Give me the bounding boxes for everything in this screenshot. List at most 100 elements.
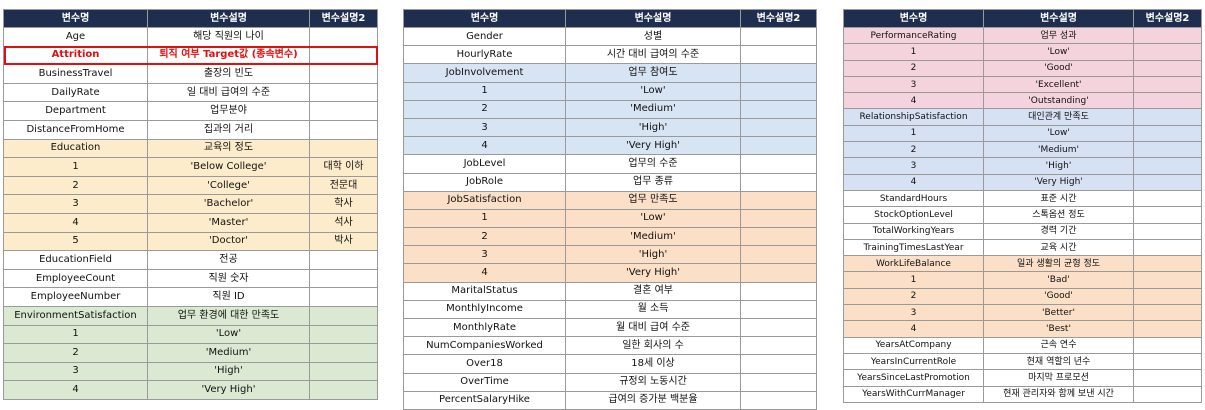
cell-variable-name: MaritalStatus (403, 281, 566, 301)
cell-variable-description: 'Bad' (983, 271, 1134, 289)
cell-variable-description-2 (1133, 352, 1202, 371)
cell-variable-name: 3 (843, 157, 984, 175)
cell-variable-name: 2 (843, 141, 984, 159)
table-row: YearsWithCurrManager 현재 관리자와 함께 보낸 시간 (843, 385, 1202, 403)
table-row: 2 'Good' (843, 287, 1202, 306)
cell-variable-description-2 (740, 227, 817, 247)
cell-variable-description: 경력 기간 (983, 222, 1134, 240)
cell-variable-description: 월 소득 (565, 299, 741, 320)
cell-variable-description: 'Medium' (147, 343, 310, 363)
cell-variable-description: 'Low' (147, 324, 310, 345)
cell-variable-description: 일 대비 급여의 수준 (147, 82, 310, 103)
cell-variable-description: 출장의 빈도 (147, 64, 310, 84)
cell-variable-description-2 (309, 119, 378, 140)
cell-variable-description-2 (740, 81, 817, 101)
cell-variable-description-2 (1133, 108, 1202, 126)
cell-variable-description-2 (309, 250, 378, 270)
cell-variable-description: 'Best' (983, 320, 1134, 338)
cell-variable-description-2 (309, 101, 378, 121)
table-row: 1 'Low' (843, 43, 1202, 61)
cell-variable-description: 'Good' (983, 287, 1134, 306)
cell-variable-description-2 (740, 45, 817, 65)
cell-variable-description-2 (740, 317, 817, 338)
table-row: MaritalStatus 결혼 여부 (403, 281, 817, 301)
cell-variable-description-2: 박사 (309, 231, 378, 252)
cell-variable-description: 'Very High' (565, 263, 741, 283)
cell-variable-description: 18세 이상 (565, 354, 741, 374)
cell-variable-description: 'Low' (983, 124, 1134, 143)
cell-variable-description: 'High' (983, 157, 1134, 175)
cell-variable-description-2 (740, 172, 817, 192)
cell-variable-name: YearsSinceLastPromotion (843, 369, 984, 387)
cell-variable-description: 'Medium' (983, 141, 1134, 159)
table-row: DailyRate 일 대비 급여의 수준 (3, 82, 378, 103)
cell-variable-description-2: 대학 이하 (309, 157, 378, 177)
cell-variable-description-2 (1133, 320, 1202, 338)
cell-variable-name: 5 (3, 231, 148, 252)
cell-variable-name: 4 (403, 263, 566, 283)
cell-variable-name: JobLevel (403, 154, 566, 174)
table-row: YearsInCurrentRole 현재 역할의 년수 (843, 352, 1202, 371)
table-row: StandardHours 표준 시간 (843, 189, 1202, 208)
cell-variable-name: 3 (3, 361, 148, 382)
cell-variable-name: YearsInCurrentRole (843, 352, 984, 371)
cell-variable-description: 교육 시간 (983, 238, 1134, 257)
cell-variable-description-2 (740, 208, 817, 229)
table-row: YearsAtCompany 근속 연수 (843, 336, 1202, 354)
table-row: 3 'Bachelor' 학사 (3, 194, 378, 214)
cell-variable-name: DailyRate (3, 82, 148, 103)
cell-variable-name: 4 (843, 320, 984, 338)
cell-variable-name: 4 (3, 212, 148, 233)
cell-variable-description: 'Low' (565, 208, 741, 229)
table-row: Education 교육의 정도 (3, 138, 378, 159)
table-row: 2 'College' 전문대 (3, 175, 378, 196)
table-row: 2 'Medium' (403, 227, 817, 247)
cell-variable-description: 직원 숫자 (147, 268, 310, 289)
table-row: MonthlyRate 월 대비 급여 수준 (403, 317, 817, 338)
cell-variable-description-2 (1133, 75, 1202, 94)
table-row: BusinessTravel 출장의 빈도 (3, 64, 378, 84)
cell-variable-description: 'Very High' (983, 173, 1134, 191)
cell-variable-description: 'Low' (983, 43, 1134, 61)
cell-variable-description-2 (740, 245, 817, 265)
cell-variable-description-2 (1133, 238, 1202, 257)
cell-variable-name: Over18 (403, 354, 566, 374)
table-row: PercentSalaryHike 급여의 증가분 백분율 (403, 390, 817, 410)
header-variable-description: 변수설명 (147, 9, 310, 28)
cell-variable-name: Department (3, 101, 148, 121)
table-row: JobRole 업무 종류 (403, 172, 817, 192)
cell-variable-description-2 (309, 82, 378, 103)
cell-variable-description: 해당 직원의 나이 (147, 27, 310, 47)
cell-variable-description: 'Medium' (565, 99, 741, 119)
table-row: MonthlyIncome 월 소득 (403, 299, 817, 320)
header-variable-description-2: 변수설명2 (309, 9, 378, 28)
cell-variable-name: 4 (843, 92, 984, 110)
cell-variable-description-2 (1133, 206, 1202, 224)
cell-variable-name: TotalWorkingYears (843, 222, 984, 240)
cell-variable-description: 표준 시간 (983, 189, 1134, 208)
table-row: YearsSinceLastPromotion 마지막 프로모션 (843, 369, 1202, 387)
table-row: Age 해당 직원의 나이 (3, 27, 378, 47)
cell-variable-description-2 (309, 343, 378, 363)
table-row: EmployeeCount 직원 숫자 (3, 268, 378, 289)
cell-variable-description: 시간 대비 급여의 수준 (565, 45, 741, 65)
cell-variable-description: 'Bachelor' (147, 194, 310, 214)
table-row: JobSatisfaction 업무 만족도 (403, 190, 817, 210)
table-row: DistanceFromHome 집과의 거리 (3, 119, 378, 140)
cell-variable-description: 'Excellent' (983, 75, 1134, 94)
table-row: Gender 성별 (403, 26, 817, 47)
table-row: 4 'Very High' (403, 136, 817, 156)
cell-variable-name: StockOptionLevel (843, 206, 984, 224)
table-row: Over18 18세 이상 (403, 354, 817, 374)
cell-variable-description: 월 대비 급여 수준 (565, 317, 741, 338)
cell-variable-name: 1 (403, 81, 566, 101)
cell-variable-description-2 (1133, 173, 1202, 191)
table-row: 1 'Low' (403, 81, 817, 101)
cell-variable-name: Gender (403, 26, 566, 47)
cell-variable-description-2 (740, 263, 817, 283)
cell-variable-name: 1 (3, 157, 148, 177)
variable-table-3: 변수명 변수설명 변수설명2 PerformanceRating 업무 성과 1 'L… (843, 9, 1202, 403)
cell-variable-description-2 (309, 64, 378, 84)
cell-variable-name: 2 (843, 287, 984, 306)
table-row: StockOptionLevel 스톡옵션 정도 (843, 206, 1202, 224)
